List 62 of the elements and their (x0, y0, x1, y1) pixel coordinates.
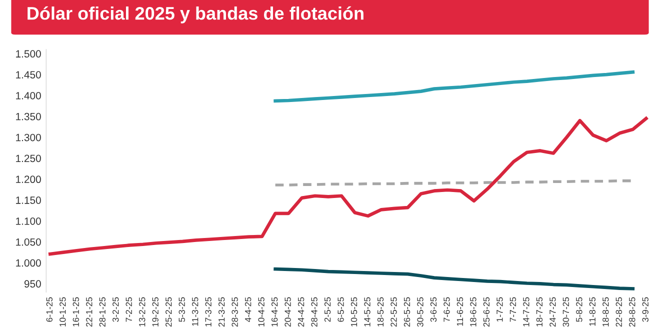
x-tick-label: 6-1-25 (46, 297, 53, 322)
line-series (48, 116, 648, 256)
x-tick-label: 20-4-25 (284, 297, 291, 327)
x-tick-label: 28-3-25 (232, 297, 238, 327)
y-tick-label: 1.450 (16, 71, 41, 78)
x-tick-label: 28-4-25 (311, 297, 318, 327)
x-tick-label: 16-4-25 (271, 297, 278, 326)
x-tick-label: 28-8-25 (629, 297, 636, 327)
x-tick-label: 22-5-25 (390, 297, 397, 327)
x-tick-label: 18-7-25 (536, 297, 543, 326)
x-tick-label: 19-2-25 (152, 297, 158, 326)
x-tick-label: 3-6-25 (430, 297, 437, 322)
y-tick-label: 1.050 (16, 238, 41, 246)
chart-title: Dólar oficial 2025 y bandas de flotación (28, 6, 364, 24)
x-tick-label: 18-6-25 (470, 297, 476, 326)
line-series (274, 70, 635, 103)
y-tick-label: 1.400 (16, 92, 41, 100)
x-tick-label: 5-8-25 (576, 297, 582, 322)
x-tick-label: 17-3-25 (205, 297, 212, 326)
x-tick-label: 4-4-25 (244, 297, 252, 322)
x-tick-label: 10-5-25 (350, 297, 358, 326)
x-tick-label: 21-3-25 (218, 297, 225, 327)
x-tick-label: 11-3-25 (192, 297, 198, 326)
x-tick-label: 22-1-25 (86, 297, 92, 327)
x-tick-label: 25-2-25 (166, 297, 172, 327)
y-tick-label: 950 (24, 280, 41, 288)
x-tick-label: 3-9-25 (642, 297, 648, 322)
x-tick-label: 14-5-25 (364, 297, 370, 326)
y-tick-label: 1.200 (16, 176, 41, 184)
x-tick-label: 11-8-25 (589, 297, 596, 326)
y-tick-label: 1.150 (16, 196, 41, 204)
x-tick-label: 24-7-25 (550, 297, 556, 327)
x-tick-label: 2-5-25 (324, 297, 331, 322)
y-tick-label: 1.250 (16, 154, 41, 162)
x-tick-label: 30-7-25 (562, 297, 570, 327)
x-tick-label: 1-7-25 (496, 297, 503, 322)
x-tick-label: 13-2-25 (139, 297, 146, 326)
x-tick-label: 10-4-25 (258, 297, 264, 326)
x-tick-label: 7-2-25 (126, 297, 132, 322)
x-tick-label: 14-7-25 (523, 297, 530, 326)
x-tick-label: 10-1-25 (60, 297, 66, 326)
y-tick-label: 1.100 (16, 217, 41, 225)
x-tick-label: 22-8-25 (616, 297, 622, 327)
x-tick-label: 25-6-25 (483, 297, 490, 327)
y-tick-label: 1.350 (16, 112, 41, 120)
y-tick-label: 1.000 (16, 259, 41, 267)
y-tick-label: 1.300 (16, 134, 41, 142)
x-tick-label: 26-5-25 (404, 297, 410, 327)
x-tick-label: 30-5-25 (417, 297, 424, 327)
x-tick-label: 16-1-25 (72, 297, 80, 326)
x-tick-label: 18-8-25 (602, 297, 609, 326)
y-tick-label: 1.500 (16, 50, 41, 58)
x-tick-label: 5-3-25 (178, 297, 185, 322)
x-tick-label: 7-7-25 (510, 297, 516, 322)
x-tick-label: 7-6-25 (444, 297, 450, 322)
x-tick-label: 28-1-25 (99, 297, 106, 327)
line-series (274, 267, 635, 290)
x-tick-label: 18-5-25 (377, 297, 384, 326)
x-tick-label: 24-4-25 (298, 297, 304, 327)
x-tick-label: 11-6-25 (456, 297, 464, 326)
x-tick-label: 6-5-25 (338, 297, 344, 322)
x-tick-label: 3-2-25 (112, 297, 119, 322)
